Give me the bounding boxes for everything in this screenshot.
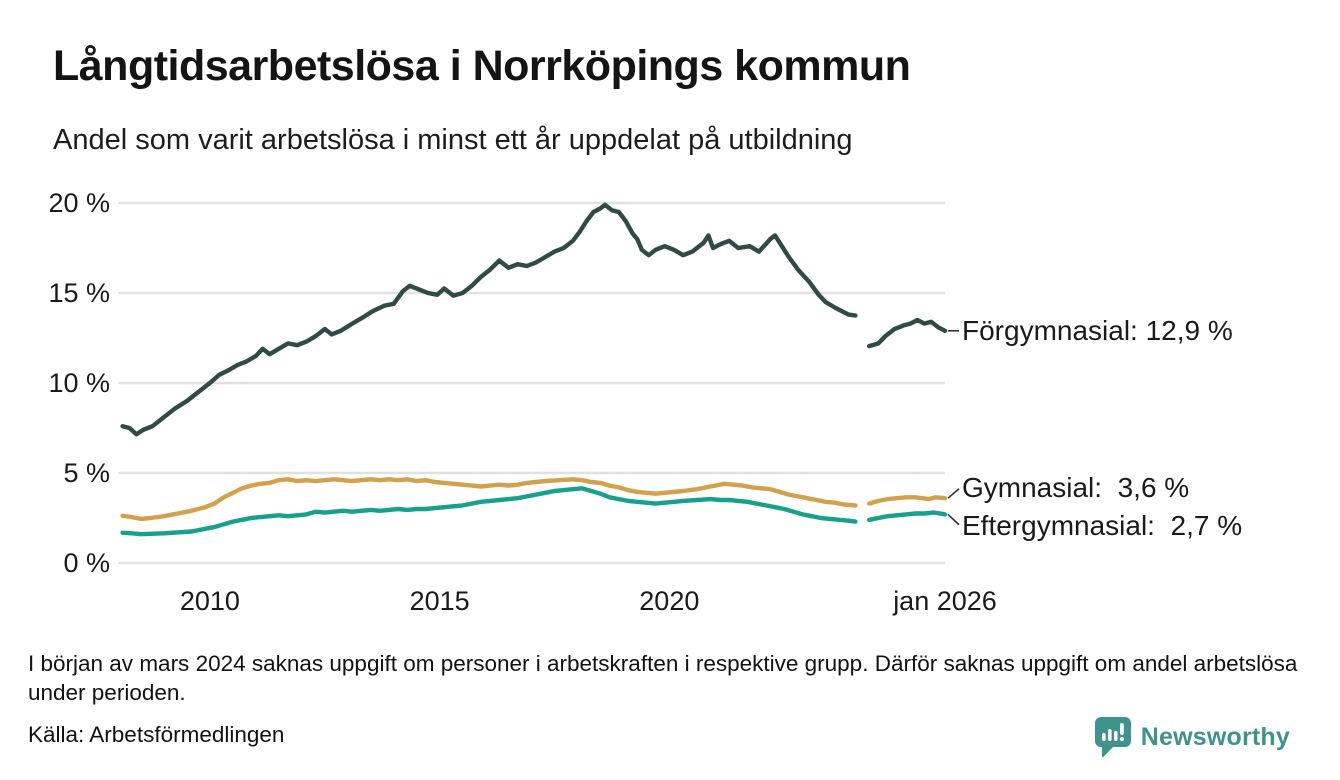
newsworthy-logo[interactable]: Newsworthy <box>1094 714 1290 760</box>
x-axis-tick: jan 2026 <box>893 586 997 616</box>
y-axis-tick: 15 % <box>48 278 110 308</box>
series-label-gymnasial: Gymnasial: 3,6 % <box>962 471 1190 503</box>
newsworthy-logo-text: Newsworthy <box>1140 722 1290 751</box>
y-axis-tick: 5 % <box>63 458 110 488</box>
chart-footnote: I början av mars 2024 saknas uppgift om … <box>28 651 1298 705</box>
page-title: Långtidsarbetslösa i Norrköpings kommun <box>53 42 911 90</box>
y-axis-tick: 10 % <box>48 368 110 398</box>
series-line-eftergymnasial <box>120 486 948 537</box>
source-note: Källa: Arbetsförmedlingen <box>28 722 285 747</box>
x-axis-tick: 2010 <box>179 586 240 616</box>
chart-subtitle: Andel som varit arbetslösa i minst ett å… <box>53 124 853 156</box>
series-line-gymnasial <box>120 477 948 522</box>
x-axis-tick: 2015 <box>409 586 470 616</box>
label-leader-line <box>947 513 960 526</box>
label-leader-line <box>947 488 960 499</box>
y-axis-tick: 20 % <box>48 188 110 218</box>
series-line-forgymnasial <box>120 202 948 437</box>
newsworthy-logo-icon <box>1094 716 1132 759</box>
x-axis-tick: 2020 <box>639 586 700 616</box>
series-label-forgymnasial: Förgymnasial: 12,9 % <box>962 314 1233 346</box>
y-axis-tick: 0 % <box>63 548 110 578</box>
series-label-eftergymnasial: Eftergymnasial: 2,7 % <box>962 509 1243 541</box>
